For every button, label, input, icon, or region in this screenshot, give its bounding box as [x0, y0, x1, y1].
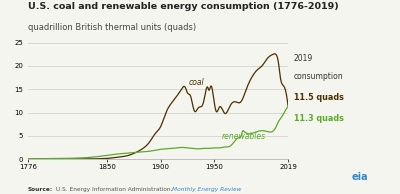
Text: consumption: consumption: [294, 72, 344, 81]
Text: 2019: 2019: [294, 54, 313, 63]
Text: U.S. Energy Information Administration,: U.S. Energy Information Administration,: [54, 187, 174, 192]
Text: Monthly Energy Review: Monthly Energy Review: [172, 187, 241, 192]
Text: 11.5 quads: 11.5 quads: [294, 93, 344, 102]
Text: 11.3 quads: 11.3 quads: [294, 114, 344, 123]
Text: U.S. coal and renewable energy consumption (1776-2019): U.S. coal and renewable energy consumpti…: [28, 2, 339, 11]
Text: quadrillion British thermal units (quads): quadrillion British thermal units (quads…: [28, 23, 196, 32]
Text: renewables: renewables: [222, 132, 266, 141]
Text: coal: coal: [188, 78, 204, 87]
Text: Source:: Source:: [28, 187, 53, 192]
Text: eia: eia: [352, 172, 369, 182]
